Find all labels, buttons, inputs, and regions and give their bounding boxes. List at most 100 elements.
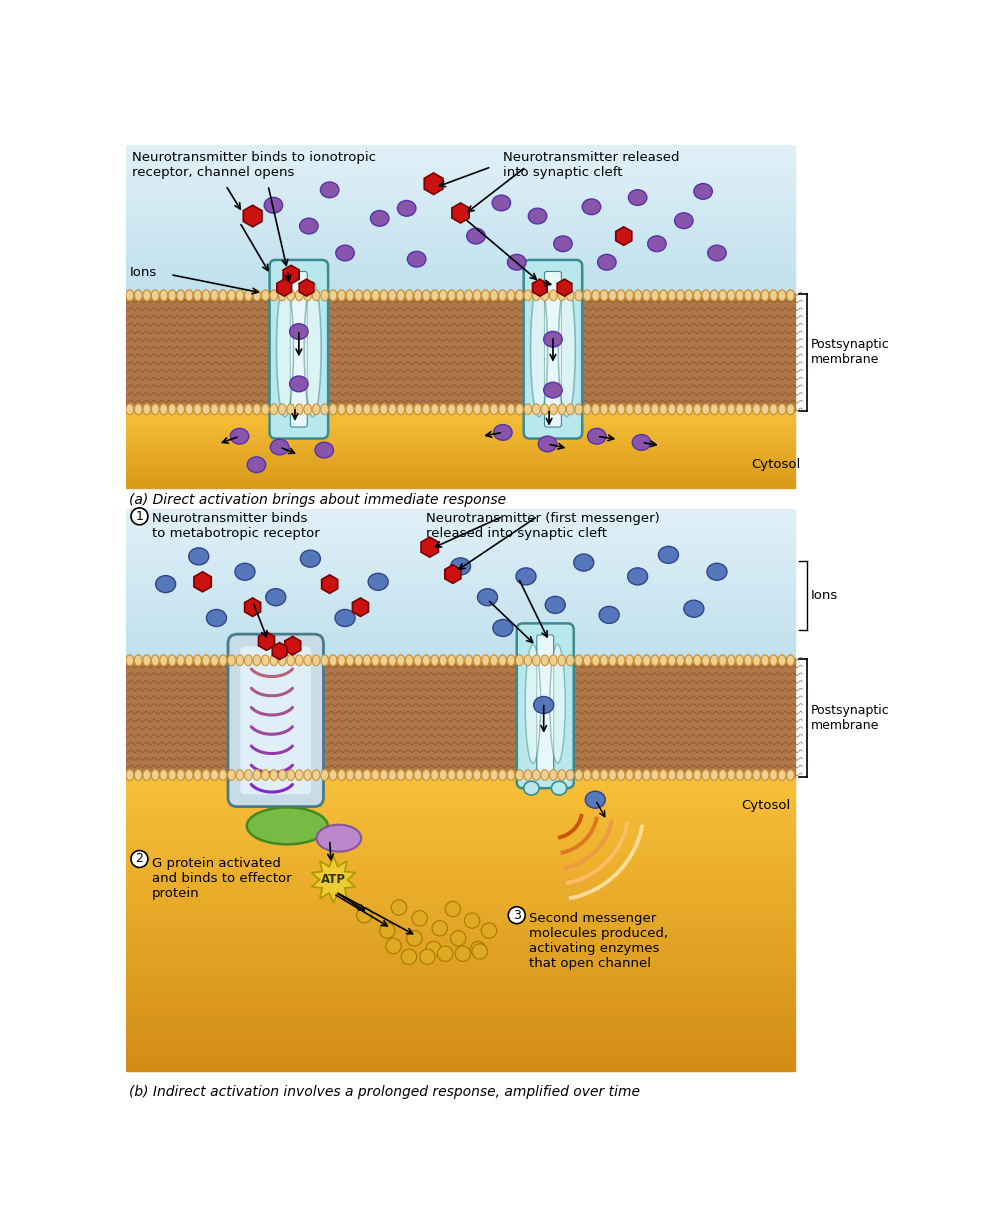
- Ellipse shape: [380, 770, 388, 780]
- Ellipse shape: [627, 567, 648, 584]
- Ellipse shape: [609, 404, 617, 415]
- Ellipse shape: [524, 290, 532, 301]
- Ellipse shape: [287, 404, 295, 415]
- Circle shape: [482, 923, 496, 938]
- Ellipse shape: [533, 290, 540, 301]
- Ellipse shape: [143, 770, 151, 780]
- Ellipse shape: [371, 655, 379, 666]
- Bar: [126, 812, 796, 818]
- Ellipse shape: [152, 290, 160, 301]
- Ellipse shape: [312, 770, 320, 780]
- Bar: [126, 421, 796, 422]
- Ellipse shape: [406, 404, 413, 415]
- Bar: [126, 235, 796, 237]
- Bar: [126, 587, 796, 589]
- Ellipse shape: [550, 645, 565, 764]
- Ellipse shape: [143, 655, 151, 666]
- Ellipse shape: [194, 655, 202, 666]
- Circle shape: [472, 944, 488, 960]
- Bar: [126, 989, 796, 995]
- Ellipse shape: [194, 404, 202, 415]
- Bar: [126, 577, 796, 581]
- Ellipse shape: [609, 770, 617, 780]
- Ellipse shape: [228, 290, 235, 301]
- Ellipse shape: [575, 290, 582, 301]
- Ellipse shape: [355, 404, 362, 415]
- Ellipse shape: [719, 770, 727, 780]
- Ellipse shape: [321, 404, 328, 415]
- Bar: [126, 581, 796, 583]
- Ellipse shape: [338, 290, 346, 301]
- Ellipse shape: [230, 428, 249, 444]
- Bar: [126, 632, 796, 635]
- Bar: [126, 148, 796, 151]
- Ellipse shape: [423, 404, 430, 415]
- Bar: [126, 1024, 796, 1030]
- Bar: [126, 461, 796, 463]
- Ellipse shape: [152, 404, 160, 415]
- Bar: [126, 882, 796, 888]
- Ellipse shape: [143, 655, 151, 666]
- Ellipse shape: [300, 551, 320, 567]
- Ellipse shape: [618, 404, 624, 415]
- Ellipse shape: [465, 655, 473, 666]
- Ellipse shape: [456, 770, 464, 780]
- Ellipse shape: [465, 404, 473, 415]
- FancyBboxPatch shape: [537, 635, 554, 777]
- Ellipse shape: [769, 404, 777, 415]
- Ellipse shape: [219, 655, 227, 666]
- Ellipse shape: [491, 770, 497, 780]
- Ellipse shape: [423, 770, 430, 780]
- Ellipse shape: [388, 404, 396, 415]
- Bar: [126, 656, 796, 658]
- Bar: [126, 484, 796, 486]
- Ellipse shape: [544, 382, 562, 398]
- Bar: [126, 538, 796, 542]
- Ellipse shape: [507, 290, 515, 301]
- Ellipse shape: [600, 655, 608, 666]
- Bar: [126, 465, 796, 467]
- Ellipse shape: [745, 290, 752, 301]
- Ellipse shape: [335, 610, 355, 627]
- Ellipse shape: [761, 770, 769, 780]
- Ellipse shape: [321, 770, 328, 780]
- Ellipse shape: [160, 404, 167, 415]
- Ellipse shape: [693, 184, 712, 200]
- Ellipse shape: [575, 404, 582, 415]
- Text: 1: 1: [136, 509, 144, 523]
- Ellipse shape: [430, 770, 438, 780]
- Ellipse shape: [642, 770, 650, 780]
- Ellipse shape: [329, 404, 337, 415]
- Ellipse shape: [642, 655, 650, 666]
- Ellipse shape: [745, 655, 752, 666]
- Ellipse shape: [176, 655, 184, 666]
- Ellipse shape: [592, 290, 600, 301]
- Bar: [126, 865, 796, 871]
- Ellipse shape: [236, 404, 243, 415]
- Ellipse shape: [279, 770, 286, 780]
- FancyBboxPatch shape: [524, 260, 582, 438]
- Bar: [126, 284, 796, 288]
- Ellipse shape: [524, 404, 532, 415]
- Ellipse shape: [456, 404, 464, 415]
- Bar: [126, 818, 796, 824]
- Ellipse shape: [677, 770, 685, 780]
- Ellipse shape: [406, 290, 413, 301]
- Ellipse shape: [685, 655, 692, 666]
- Ellipse shape: [719, 290, 727, 301]
- Ellipse shape: [609, 290, 617, 301]
- Ellipse shape: [194, 770, 202, 780]
- Ellipse shape: [296, 655, 303, 666]
- Ellipse shape: [388, 404, 396, 415]
- Ellipse shape: [524, 770, 532, 780]
- Ellipse shape: [558, 404, 565, 415]
- Ellipse shape: [533, 404, 540, 415]
- Ellipse shape: [634, 655, 642, 666]
- Ellipse shape: [126, 290, 134, 301]
- Ellipse shape: [244, 655, 252, 666]
- Ellipse shape: [677, 655, 685, 666]
- Ellipse shape: [575, 655, 582, 666]
- Ellipse shape: [194, 404, 202, 415]
- Ellipse shape: [414, 290, 422, 301]
- Bar: [126, 267, 796, 270]
